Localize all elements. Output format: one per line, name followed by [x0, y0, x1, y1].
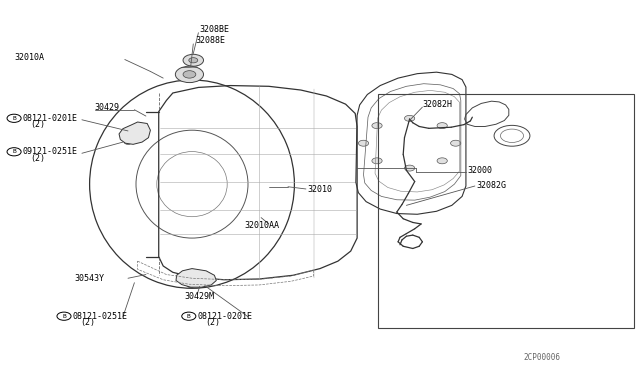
Polygon shape — [119, 122, 150, 144]
Circle shape — [437, 158, 447, 164]
Circle shape — [372, 123, 382, 129]
Text: 32010: 32010 — [307, 185, 332, 194]
Text: (2): (2) — [80, 318, 95, 327]
Circle shape — [175, 66, 204, 83]
Text: 32000: 32000 — [467, 166, 492, 175]
Text: (2): (2) — [31, 121, 45, 129]
Circle shape — [404, 115, 415, 121]
Text: 32010A: 32010A — [14, 53, 44, 62]
Circle shape — [127, 137, 135, 142]
Text: 3208BE: 3208BE — [200, 25, 230, 33]
Text: 32082H: 32082H — [422, 100, 452, 109]
Text: 32088E: 32088E — [195, 36, 225, 45]
Text: 2CP00006: 2CP00006 — [523, 353, 560, 362]
Text: B: B — [62, 314, 66, 319]
Text: (2): (2) — [205, 318, 220, 327]
Circle shape — [187, 283, 195, 288]
Text: 08121-0201E: 08121-0201E — [22, 114, 77, 123]
Text: (2): (2) — [31, 154, 45, 163]
Circle shape — [358, 140, 369, 146]
Text: B: B — [12, 149, 16, 154]
Circle shape — [437, 123, 447, 129]
Circle shape — [451, 140, 461, 146]
Text: 08121-0251E: 08121-0251E — [72, 312, 127, 321]
Polygon shape — [176, 269, 216, 287]
Text: 30429M: 30429M — [184, 292, 214, 301]
Text: 30543Y: 30543Y — [74, 274, 104, 283]
Text: B: B — [12, 116, 16, 121]
Text: 30429: 30429 — [95, 103, 120, 112]
Text: 08121-0201E: 08121-0201E — [197, 312, 252, 321]
Circle shape — [189, 58, 198, 63]
Text: 32082G: 32082G — [476, 181, 506, 190]
Text: B: B — [187, 314, 191, 319]
Circle shape — [404, 165, 415, 171]
Bar — [378, 94, 634, 328]
Circle shape — [183, 71, 196, 78]
Circle shape — [372, 158, 382, 164]
Text: 09121-0251E: 09121-0251E — [22, 147, 77, 156]
Circle shape — [183, 54, 204, 66]
Circle shape — [124, 140, 132, 144]
Circle shape — [195, 281, 202, 286]
Text: 32010AA: 32010AA — [244, 221, 280, 230]
